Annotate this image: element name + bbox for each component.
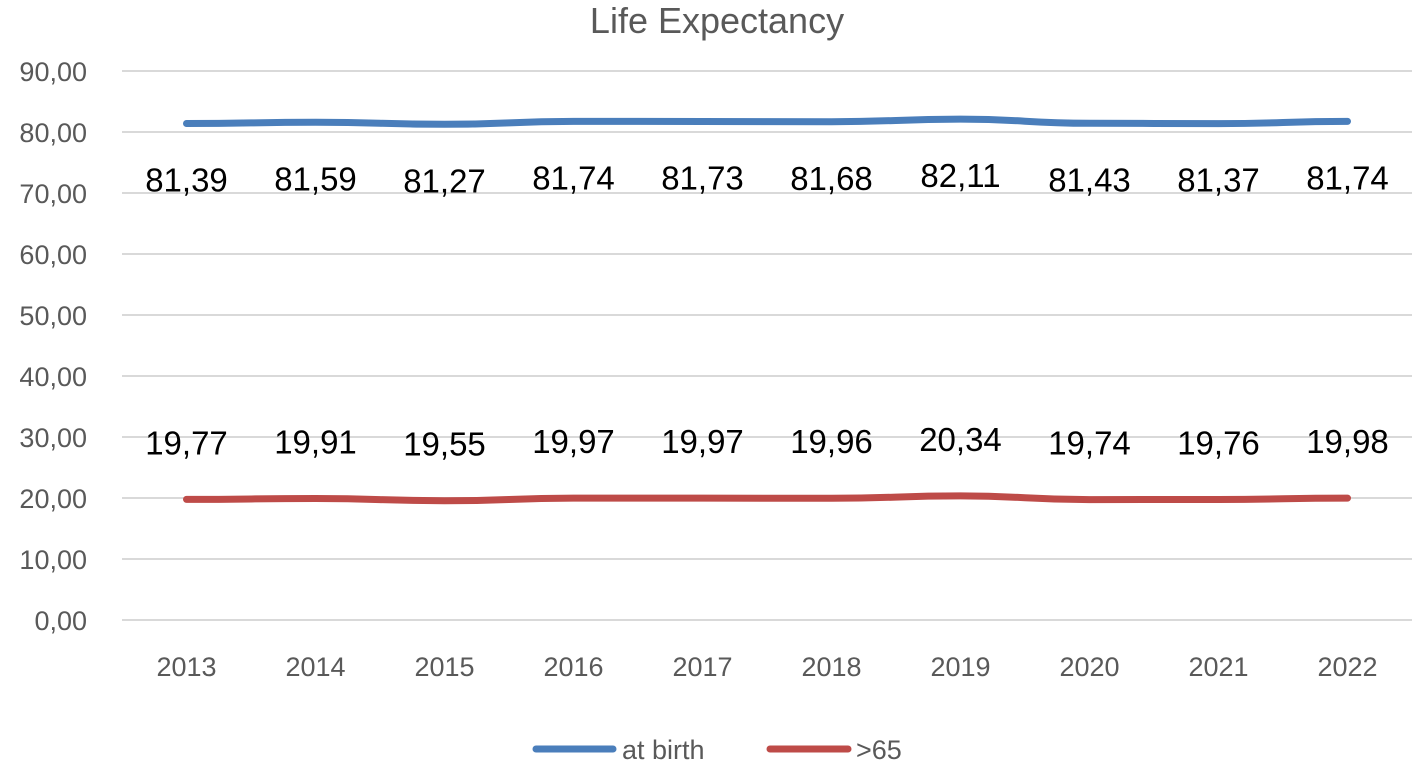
y-axis-ticks: 0,00 10,00 20,00 30,00 40,00 50,00 60,00 70,00 8…	[19, 57, 87, 636]
y-tick-label: 60,00	[19, 240, 87, 270]
y-tick-label: 50,00	[19, 301, 87, 331]
y-tick-label: 40,00	[19, 362, 87, 392]
data-label: 19,97	[661, 423, 744, 460]
legend-item-at-birth: at birth	[532, 735, 705, 764]
series-line-over-65	[183, 492, 1351, 505]
legend-label: at birth	[622, 735, 705, 764]
data-label: 19,97	[532, 423, 615, 460]
data-label: 19,55	[403, 426, 486, 463]
y-tick-label: 0,00	[34, 606, 87, 636]
data-label: 19,96	[790, 423, 873, 460]
y-tick-label: 30,00	[19, 423, 87, 453]
y-tick-label: 10,00	[19, 545, 87, 575]
x-axis-ticks: 2013 2014 2015 2016 2017 2018 2019 2020 2021 2022	[156, 652, 1377, 682]
legend: at birth >65	[532, 735, 902, 764]
data-label: 81,74	[532, 159, 615, 196]
x-tick-label: 2019	[930, 652, 990, 682]
x-tick-label: 2017	[672, 652, 732, 682]
data-label: 82,11	[920, 157, 1000, 194]
x-tick-label: 2020	[1059, 652, 1119, 682]
y-tick-label: 80,00	[19, 118, 87, 148]
data-labels: 81,39 81,59 81,27 81,74 81,73 81,68 82,11 81,43…	[145, 157, 1389, 463]
x-tick-label: 2014	[285, 652, 345, 682]
data-label: 19,74	[1048, 425, 1131, 462]
data-label: 81,59	[274, 160, 357, 197]
x-tick-label: 2022	[1317, 652, 1377, 682]
gridlines	[122, 70, 1412, 621]
chart-title: Life Expectancy	[590, 0, 844, 41]
legend-item-over-65: >65	[766, 735, 902, 764]
data-label: 20,34	[919, 421, 1002, 458]
data-label: 81,68	[790, 160, 873, 197]
series-line-at-birth	[183, 115, 1351, 128]
data-label: 19,98	[1306, 423, 1389, 460]
x-tick-label: 2015	[414, 652, 474, 682]
data-label: 81,37	[1177, 162, 1260, 199]
data-label: 19,76	[1177, 424, 1260, 461]
x-tick-label: 2018	[801, 652, 861, 682]
data-label: 19,77	[145, 424, 228, 461]
data-label: 81,73	[661, 159, 744, 196]
data-label: 81,43	[1048, 161, 1131, 198]
x-tick-label: 2013	[156, 652, 216, 682]
x-tick-label: 2021	[1188, 652, 1248, 682]
series-lines	[183, 115, 1351, 505]
y-tick-label: 90,00	[19, 57, 87, 87]
data-label: 81,27	[403, 162, 486, 199]
x-tick-label: 2016	[543, 652, 603, 682]
y-tick-label: 70,00	[19, 179, 87, 209]
data-label: 81,39	[145, 162, 228, 199]
data-label: 19,91	[274, 424, 357, 461]
data-label: 81,74	[1306, 159, 1389, 196]
legend-label: >65	[856, 735, 902, 764]
y-tick-label: 20,00	[19, 484, 87, 514]
